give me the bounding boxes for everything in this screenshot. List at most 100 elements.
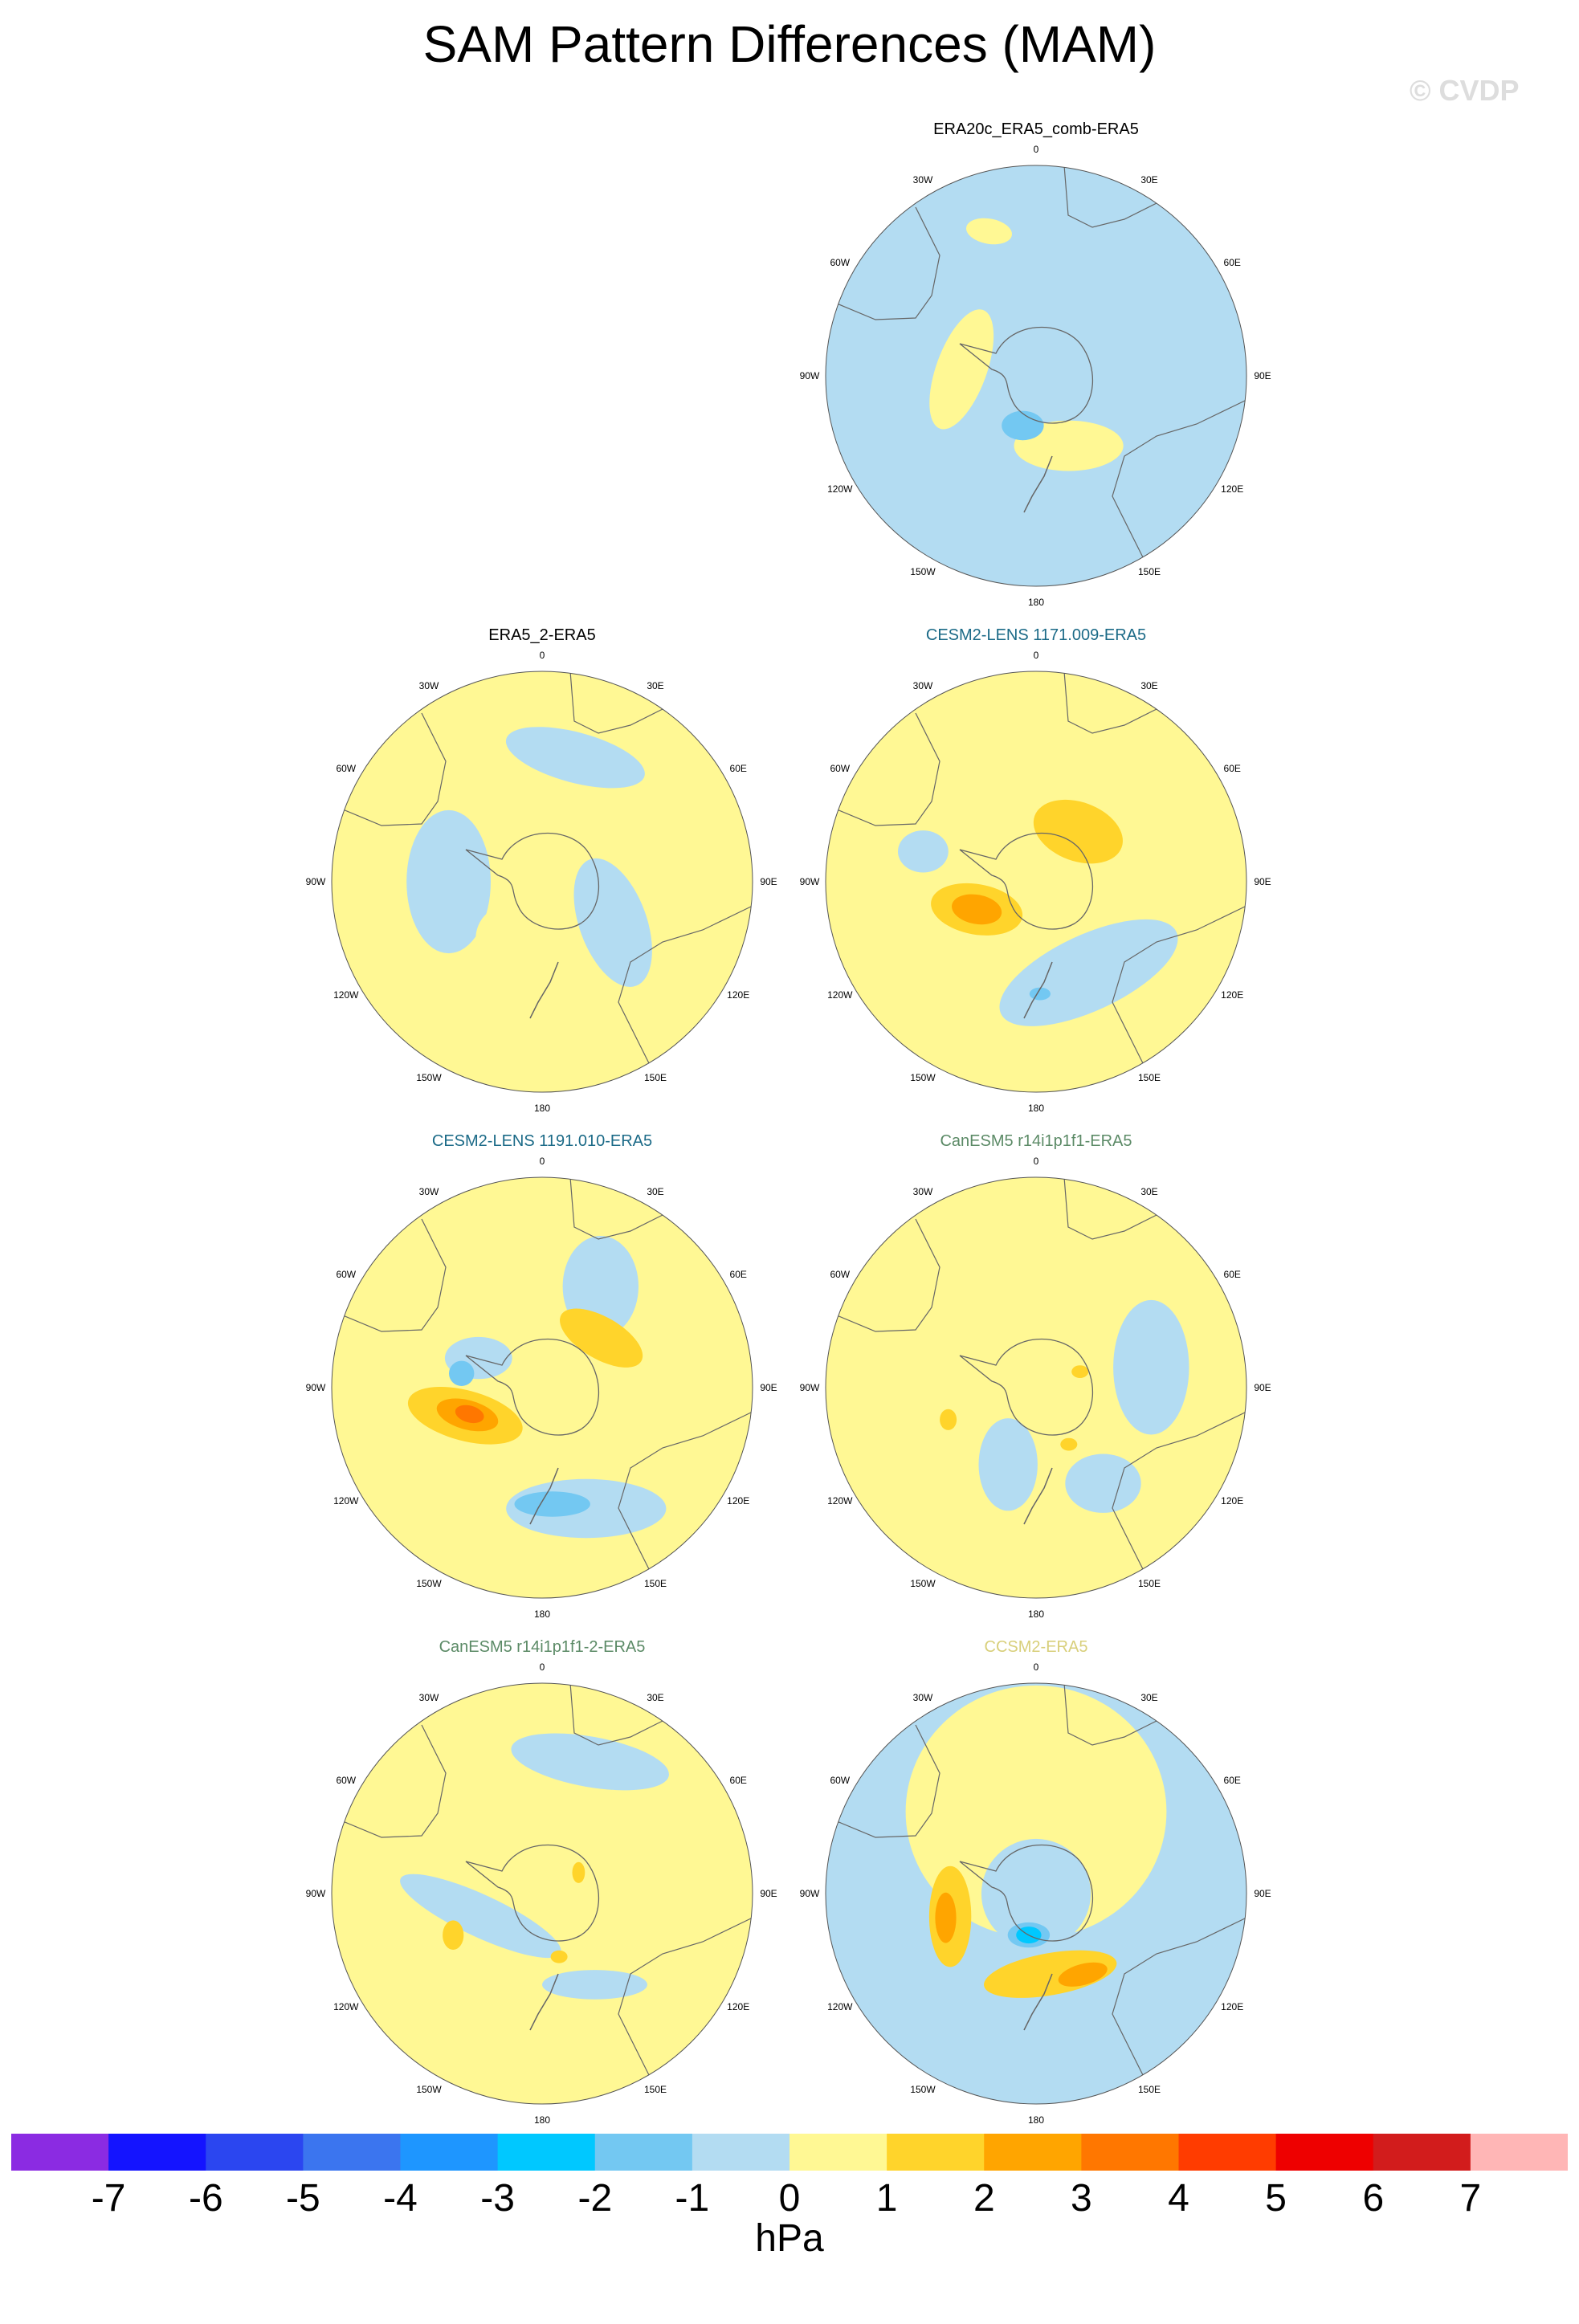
colorbar-tick-label: 2 <box>973 2177 995 2220</box>
longitude-label: 150E <box>1138 1578 1161 1589</box>
colorbar-tick-label: 7 <box>1459 2177 1482 2220</box>
colorbar-segment <box>1373 2134 1471 2171</box>
longitude-label: 90W <box>800 1888 820 1899</box>
map-panel-era20c: 0 30E 60E 90E 120E 150E 180 150W 120W 90W 60W 30W ER… <box>787 120 1285 618</box>
longitude-label: 60W <box>830 763 850 774</box>
longitude-label: 0 <box>1034 144 1039 155</box>
south-america-outline <box>826 1218 940 1332</box>
longitude-label: 30W <box>419 1692 439 1703</box>
longitude-label: 150E <box>1138 2084 1161 2095</box>
colorbar-segment <box>1178 2134 1277 2171</box>
africa-outline <box>1063 165 1157 228</box>
longitude-label: 150W <box>910 2084 936 2095</box>
longitude-label: 60E <box>1224 763 1241 774</box>
longitude-label: 120E <box>727 1495 749 1507</box>
longitude-label: 60E <box>1224 1775 1241 1786</box>
longitude-label: 60E <box>1224 1269 1241 1280</box>
contour-region <box>572 1861 585 1883</box>
africa-outline <box>569 671 663 734</box>
antarctica-outline <box>959 1338 1094 1436</box>
longitude-label: 30W <box>913 1186 933 1197</box>
longitude-label: 90W <box>800 370 820 381</box>
map-background <box>826 671 1246 1092</box>
map-background <box>332 1177 753 1598</box>
contour-region <box>1071 1365 1089 1378</box>
longitude-label: 150W <box>416 1072 442 1083</box>
contour-region <box>978 1418 1038 1511</box>
longitude-label: 0 <box>1034 1156 1039 1167</box>
longitude-label: 30W <box>913 174 933 186</box>
longitude-label: 90E <box>760 876 777 887</box>
longitude-label: 180 <box>1028 597 1044 608</box>
longitude-label: 150W <box>910 1578 936 1589</box>
longitude-label: 150W <box>416 1578 442 1589</box>
panel-title: ERA5_2-ERA5 <box>488 626 596 644</box>
contour-region <box>1014 420 1124 471</box>
antarctica-outline <box>465 1338 600 1436</box>
longitude-label: 150W <box>910 566 936 577</box>
map-panel-ccsm2: 0 30E 60E 90E 120E 150E 180 150W 120W 90W 60W 30W CC… <box>787 1638 1285 2136</box>
longitude-label: 30W <box>913 680 933 691</box>
map-boundary <box>331 1176 753 1599</box>
map-background <box>332 671 753 1092</box>
colorbar-segment <box>1275 2134 1374 2171</box>
colorbar-segment <box>1081 2134 1180 2171</box>
longitude-label: 150E <box>1138 566 1161 577</box>
polar-map: 0 30E 60E 90E 120E 150E 180 150W 120W 90W 60W 30W <box>800 144 1271 608</box>
colorbar-unit: hPa <box>755 2217 824 2260</box>
colorbar-tick-label: -7 <box>91 2177 126 2220</box>
longitude-label: 180 <box>1028 1103 1044 1114</box>
panel-title: CanESM5 r14i1p1f1-ERA5 <box>940 1132 1132 1150</box>
longitude-label: 0 <box>540 1661 545 1673</box>
longitude-label: 90E <box>760 1382 777 1393</box>
contour-region <box>505 727 645 789</box>
longitude-label: 150E <box>1138 1072 1161 1083</box>
colorbar-tick-label: -2 <box>577 2177 613 2220</box>
longitude-label: 60W <box>830 257 850 268</box>
map-boundary <box>825 1176 1247 1599</box>
contour-region <box>475 904 544 972</box>
longitude-label: 150E <box>644 1072 667 1083</box>
longitude-label: 30E <box>1140 1186 1157 1197</box>
map-panel-cesm2_1171: 0 30E 60E 90E 120E 150E 180 150W 120W 90W 60W 30W CE… <box>787 626 1285 1124</box>
longitude-label: 30W <box>913 1692 933 1703</box>
africa-outline <box>1063 1683 1157 1746</box>
polar-map: 0 30E 60E 90E 120E 150E 180 150W 120W 90W 60W 30W <box>800 1156 1271 1620</box>
panel-title: CanESM5 r14i1p1f1-2-ERA5 <box>439 1638 646 1656</box>
longitude-label: 30E <box>1140 174 1157 186</box>
colorbar-segment <box>206 2134 304 2171</box>
contour-region <box>455 1405 484 1424</box>
polar-map: 0 30E 60E 90E 120E 150E 180 150W 120W 90W 60W 30W <box>306 1156 777 1620</box>
longitude-label: 120W <box>827 483 853 495</box>
longitude-label: 60W <box>830 1269 850 1280</box>
longitude-label: 120E <box>1221 2001 1243 2012</box>
map-boundary <box>331 1682 753 2105</box>
longitude-label: 90W <box>306 1382 326 1393</box>
longitude-label: 120E <box>1221 1495 1243 1507</box>
contour-region <box>573 858 652 987</box>
new-zealand-outline <box>1023 455 1053 513</box>
contour-region <box>905 1685 1167 1939</box>
contour-region <box>981 1838 1091 1949</box>
longitude-label: 0 <box>1034 1661 1039 1673</box>
contour-region <box>406 809 491 954</box>
longitude-label: 120W <box>333 989 359 1001</box>
contour-region <box>1058 1962 1108 1987</box>
contour-region <box>542 1970 647 2000</box>
longitude-label: 30E <box>647 1186 663 1197</box>
longitude-label: 30E <box>1140 680 1157 691</box>
longitude-label: 150W <box>416 2084 442 2095</box>
longitude-label: 180 <box>534 1103 550 1114</box>
colorbar-segment <box>887 2134 985 2171</box>
longitude-label: 30E <box>647 680 663 691</box>
map-panel-cesm2_1191: 0 30E 60E 90E 120E 150E 180 150W 120W 90W 60W 30W CE… <box>293 1132 791 1630</box>
longitude-label: 30E <box>647 1692 663 1703</box>
colorbar-segment <box>303 2134 402 2171</box>
panel-title: ERA20c_ERA5_comb-ERA5 <box>933 120 1139 138</box>
longitude-label: 120E <box>727 989 749 1001</box>
africa-outline <box>1063 1177 1157 1240</box>
map-background <box>826 1177 1246 1598</box>
longitude-label: 90E <box>1254 1382 1271 1393</box>
longitude-label: 150W <box>910 1072 936 1083</box>
contour-region <box>511 1733 669 1791</box>
